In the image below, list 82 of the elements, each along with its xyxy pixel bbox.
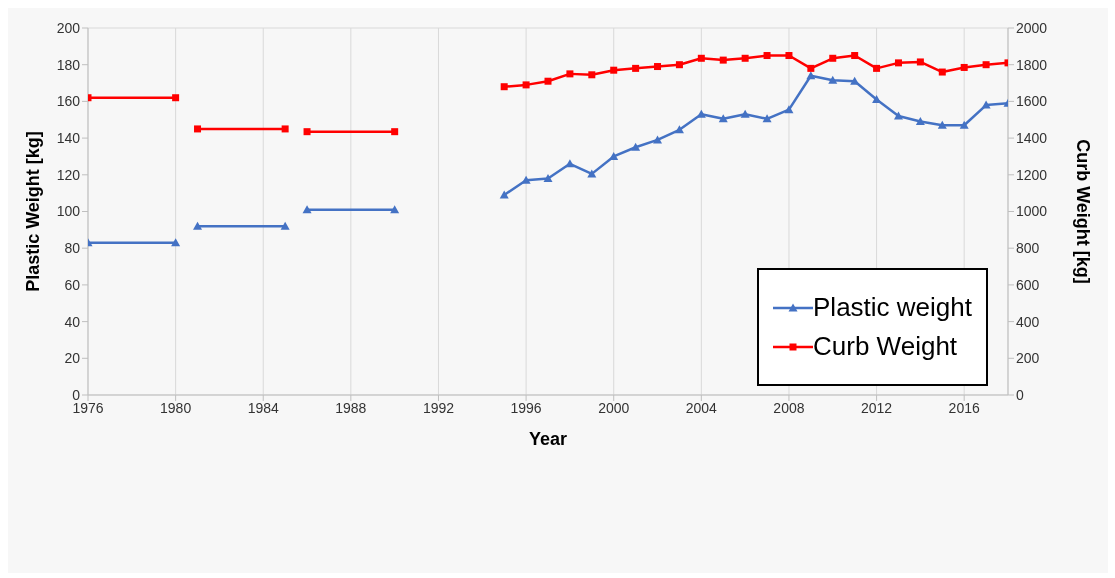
y-tick-label: 200 [56, 19, 81, 36]
point [828, 75, 838, 84]
x-tick-label: 1984 [247, 399, 280, 416]
point [937, 120, 947, 129]
point [915, 117, 925, 126]
point [893, 111, 903, 120]
x-tick-label: 2008 [773, 399, 805, 416]
point [674, 125, 684, 134]
y-tick-label: 160 [56, 93, 81, 110]
point [894, 59, 902, 67]
point [763, 52, 771, 60]
point [587, 169, 597, 178]
y-tick-label: 140 [56, 130, 81, 147]
point [500, 83, 508, 91]
y2-axis-title: Curb Weight [kg] [1072, 139, 1093, 284]
y-tick-label: 20 [64, 350, 81, 367]
point [982, 61, 990, 69]
point [762, 114, 772, 123]
point [740, 109, 750, 118]
y-tick-label: 100 [56, 203, 81, 220]
y-tick-label: 60 [64, 276, 81, 293]
y2-tick-label: 600 [1016, 276, 1040, 293]
point [391, 128, 399, 136]
y2-tick-label: 1200 [1016, 166, 1048, 183]
point [981, 100, 991, 109]
y-tick-label: 80 [64, 240, 81, 257]
y2-tick-label: 0 [1016, 386, 1024, 403]
point [543, 173, 553, 182]
point [807, 64, 815, 72]
y-axis-title: Plastic Weight [kg] [23, 131, 44, 292]
point [566, 70, 574, 78]
x-tick-label: 1992 [422, 399, 455, 416]
point [806, 71, 816, 80]
point [303, 128, 311, 136]
y-tick-label: 120 [56, 166, 81, 183]
point [194, 125, 202, 133]
point [938, 68, 946, 76]
point [675, 61, 683, 69]
point [631, 142, 641, 151]
point [873, 64, 881, 72]
point [784, 105, 794, 114]
x-tick-label: 2000 [598, 399, 630, 416]
point [829, 54, 837, 62]
y2-tick-label: 200 [1016, 350, 1040, 367]
y-tick-label: 40 [64, 313, 81, 330]
point [959, 120, 969, 129]
y2-tick-label: 1400 [1016, 130, 1048, 147]
y2-tick-label: 800 [1016, 240, 1040, 257]
point [544, 77, 552, 85]
point [521, 175, 531, 184]
point [632, 64, 640, 72]
x-tick-label: 1988 [335, 399, 367, 416]
point [610, 66, 618, 74]
point [281, 125, 289, 133]
x-tick-label: 2016 [948, 399, 980, 416]
point [785, 52, 793, 60]
point [588, 71, 596, 79]
point [741, 54, 749, 62]
x-tick-label: 1980 [160, 399, 192, 416]
y2-tick-label: 1800 [1016, 56, 1048, 73]
point [654, 63, 662, 71]
y2-tick-label: 1000 [1016, 203, 1048, 220]
point [718, 114, 728, 123]
point [916, 58, 924, 66]
legend-label: Curb Weight [813, 331, 958, 362]
point [960, 63, 968, 71]
x-tick-label: 1996 [510, 399, 542, 416]
point [565, 159, 575, 168]
x-axis-title: Year [528, 429, 568, 449]
point [172, 94, 180, 102]
x-tick-label: 2012 [860, 399, 893, 416]
x-tick-label: 2004 [685, 399, 718, 416]
point [697, 54, 705, 62]
point [522, 81, 530, 89]
point [609, 151, 619, 160]
y2-tick-label: 1600 [1016, 93, 1048, 110]
legend-label: Plastic weight [813, 292, 972, 323]
point [719, 56, 727, 64]
point [851, 52, 859, 60]
y-tick-label: 180 [56, 56, 81, 73]
y2-tick-label: 400 [1016, 313, 1040, 330]
y2-tick-label: 2000 [1016, 19, 1048, 36]
